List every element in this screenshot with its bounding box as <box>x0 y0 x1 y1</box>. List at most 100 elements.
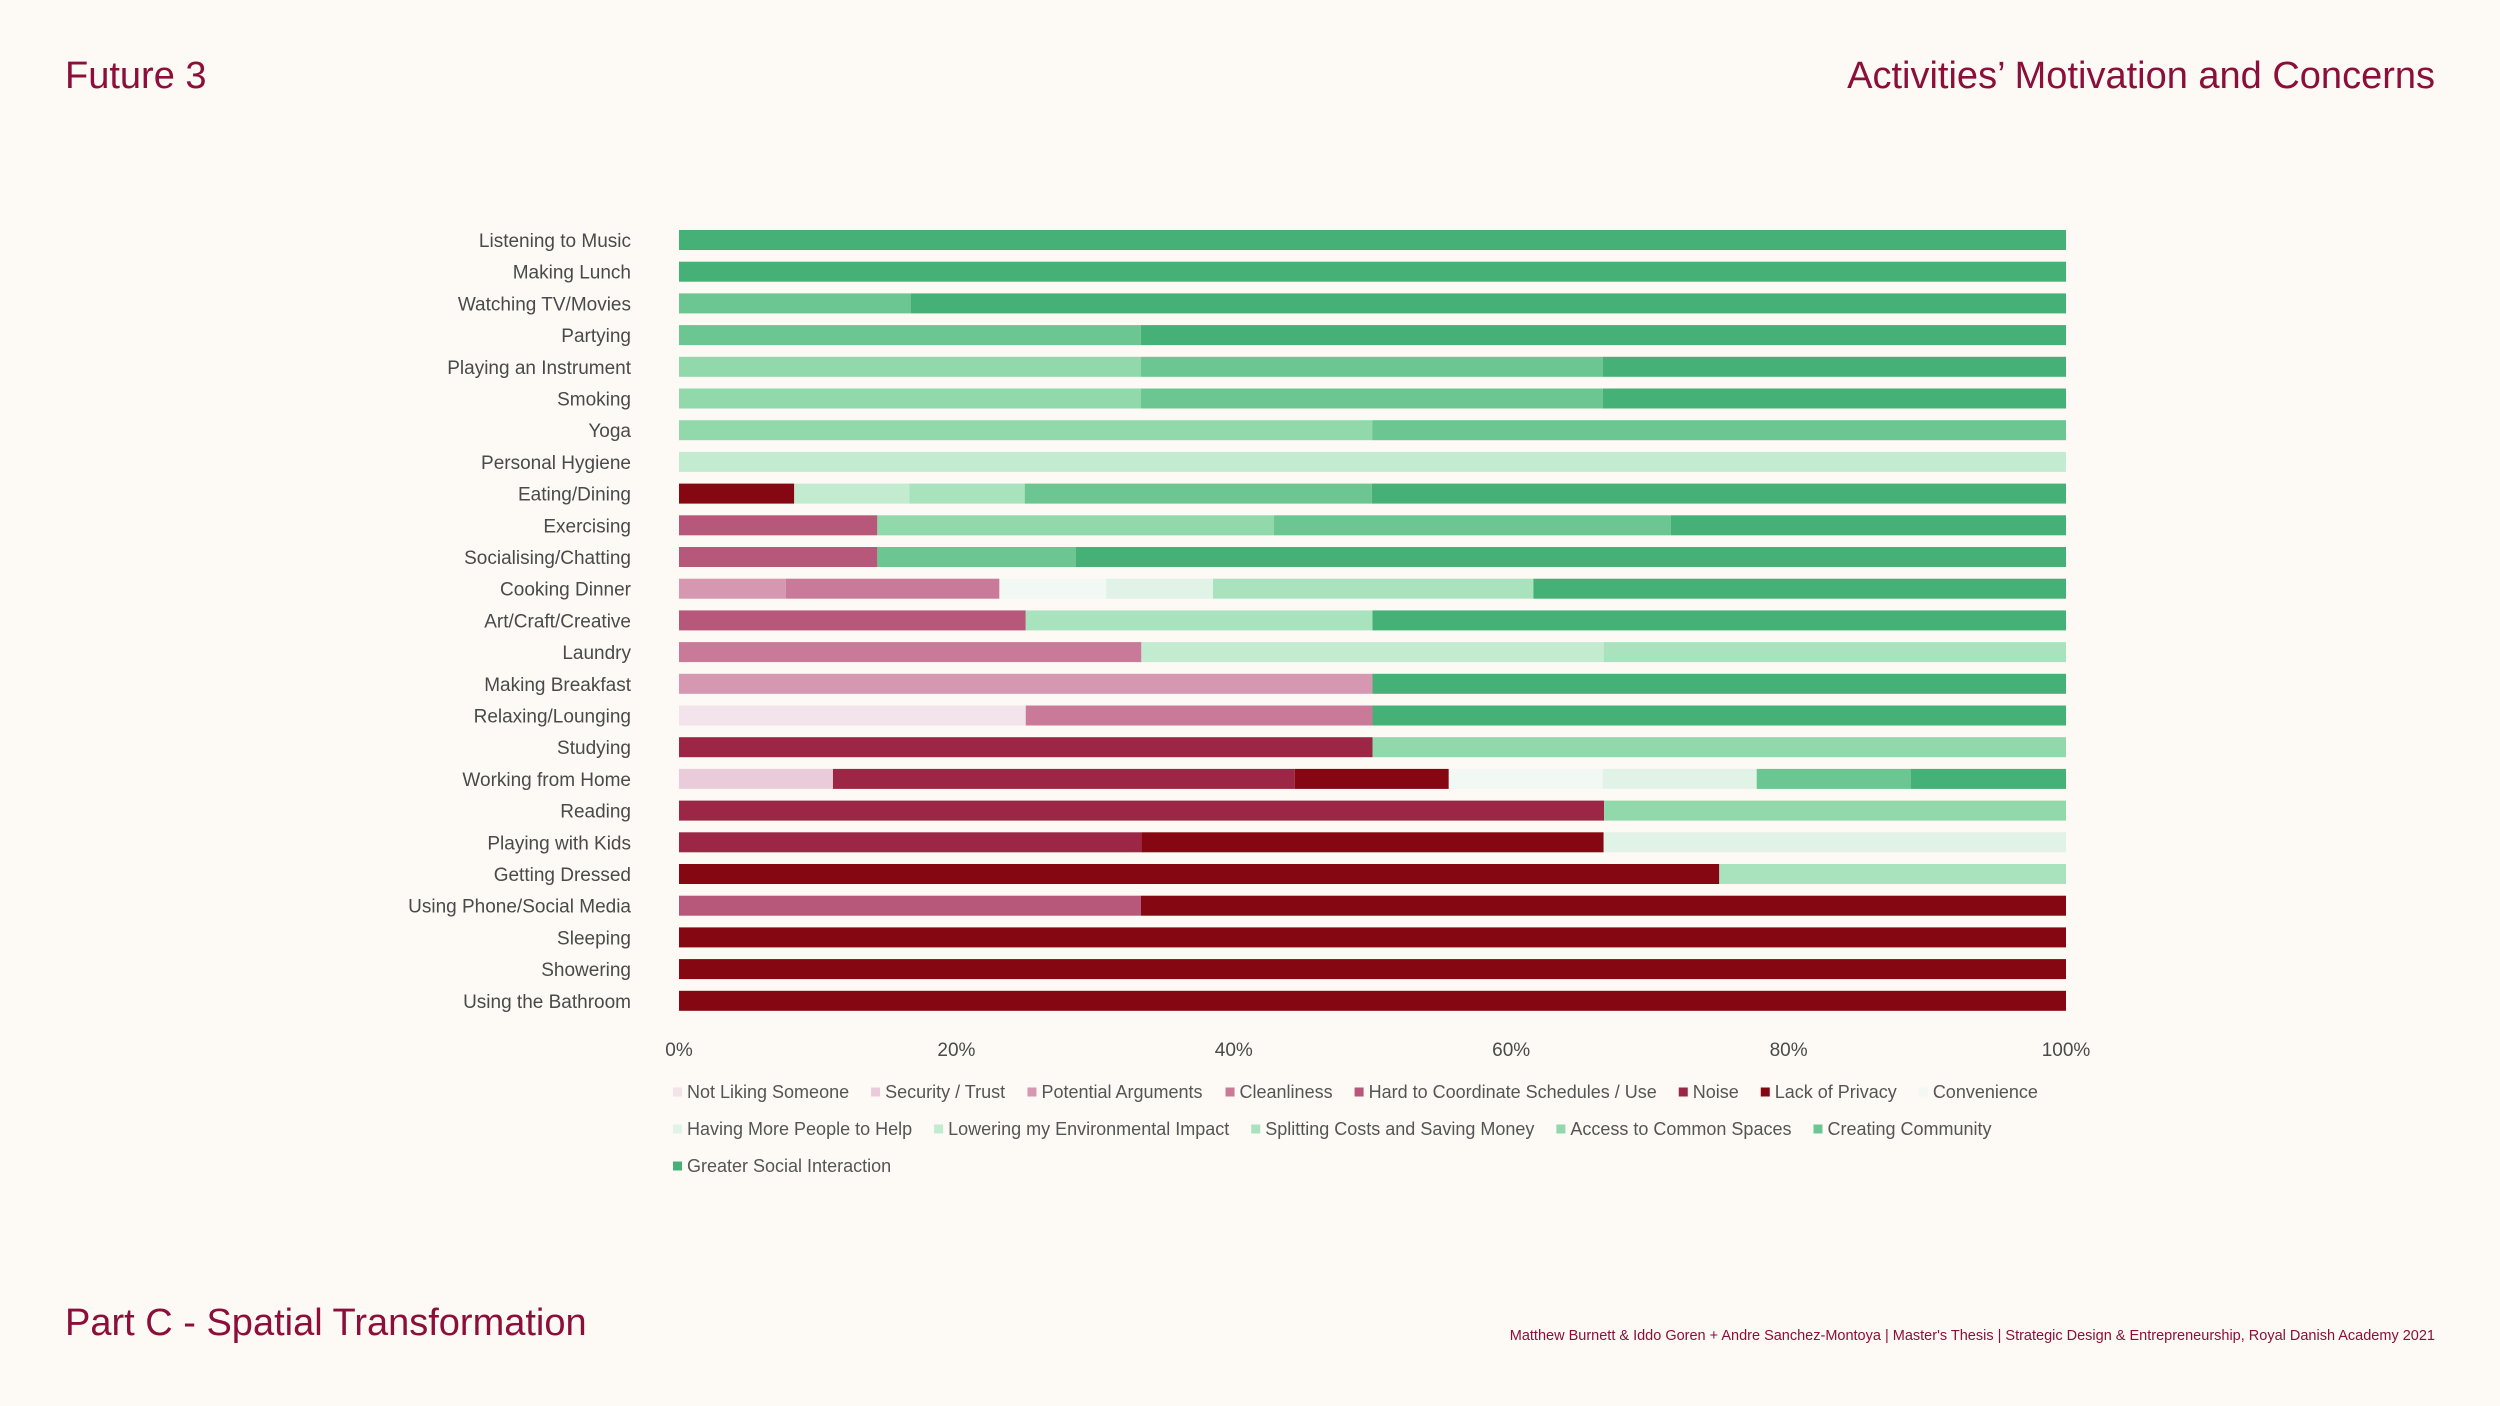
legend-label: Cleanliness <box>1240 1082 1333 1102</box>
category-label: Yoga <box>588 421 631 442</box>
bar-segment-smoking-access-to-common-spaces <box>679 388 1141 409</box>
bar-segment-art-craft-creative-hard-to-coordinate-schedules-use <box>679 610 1026 631</box>
legend-swatch <box>1918 1087 1928 1097</box>
legend-label: Lowering my Environmental Impact <box>948 1119 1229 1139</box>
legend-swatch <box>871 1087 881 1097</box>
bar-segment-laundry-cleanliness <box>679 642 1142 663</box>
bar-segment-cooking-dinner-convenience <box>999 578 1107 599</box>
legend-swatch <box>1760 1087 1770 1097</box>
bar-segment-listening-to-music-greater-social-interaction <box>679 230 2066 250</box>
legend-swatch <box>1027 1087 1037 1097</box>
bar-segment-working-from-home-lack-of-privacy <box>1294 768 1449 789</box>
bar-segment-working-from-home-noise <box>832 768 1295 789</box>
bar-segment-using-the-bathroom-lack-of-privacy <box>679 990 2066 1011</box>
bar-segment-watching-tv-movies-greater-social-interaction <box>910 293 2066 314</box>
legend-label: Security / Trust <box>885 1082 1005 1102</box>
legend-swatch <box>1556 1124 1566 1134</box>
page-title: Activities’ Motivation and Concerns <box>1847 55 2435 97</box>
category-label: Showering <box>541 960 631 981</box>
bar-segment-art-craft-creative-greater-social-interaction <box>1372 610 2066 631</box>
bar-segment-eating-dining-lack-of-privacy <box>679 483 795 504</box>
bar-segment-showering-lack-of-privacy <box>679 959 2066 980</box>
legend-item-lack-of-privacy: Lack of Privacy <box>1760 1082 1897 1102</box>
legend-item-cleanliness: Cleanliness <box>1225 1082 1333 1102</box>
bar-segment-yoga-access-to-common-spaces <box>679 420 1373 441</box>
legend-item-noise: Noise <box>1678 1082 1739 1102</box>
bar-segment-playing-an-instrument-creating-community <box>1140 356 1603 377</box>
category-label: Exercising <box>543 516 631 537</box>
x-tick-label: 20% <box>937 1040 975 1061</box>
category-label: Reading <box>560 802 631 823</box>
legend-item-having-more-people-to-help: Having More People to Help <box>673 1119 912 1139</box>
bar-segment-studying-access-to-common-spaces <box>1372 737 2066 758</box>
x-tick-label: 80% <box>1770 1040 1808 1061</box>
bar-segment-playing-with-kids-noise <box>679 832 1142 853</box>
part-title: Part C - Spatial Transformation <box>65 1302 587 1344</box>
category-label: Listening to Music <box>479 231 631 252</box>
bar-segment-relaxing-lounging-greater-social-interaction <box>1372 705 2066 726</box>
bar-segment-eating-dining-lowering-my-environmental-impact <box>794 483 910 504</box>
legend-swatch <box>1251 1124 1261 1134</box>
legend-item-creating-community: Creating Community <box>1813 1119 1992 1139</box>
bar-segment-relaxing-lounging-cleanliness <box>1025 705 1373 726</box>
bar-segment-working-from-home-convenience <box>1448 768 1603 789</box>
bar-segment-socialising-chatting-hard-to-coordinate-schedules-use <box>679 547 878 567</box>
category-label: Laundry <box>562 643 631 664</box>
bar-segment-laundry-splitting-costs-and-saving-money <box>1603 642 2066 663</box>
category-label: Art/Craft/Creative <box>484 611 631 632</box>
legend-swatch <box>1225 1087 1235 1097</box>
category-label: Making Breakfast <box>484 675 632 696</box>
category-label: Using Phone/Social Media <box>408 897 631 918</box>
legend-label: Splitting Costs and Saving Money <box>1265 1119 1534 1139</box>
category-label: Socialising/Chatting <box>464 548 631 569</box>
bar-segment-eating-dining-creating-community <box>1024 483 1372 504</box>
chart-legend: Not Liking Someone Security / Trust Potent… <box>673 1082 2038 1176</box>
legend-item-convenience: Convenience <box>1918 1082 2038 1102</box>
bar-segment-yoga-creating-community <box>1372 420 2066 441</box>
x-tick-label: 100% <box>2042 1040 2091 1061</box>
category-axis-labels: Listening to Music Making Lunch Watching T… <box>408 231 632 1013</box>
bar-segment-laundry-lowering-my-environmental-impact <box>1141 642 1604 663</box>
legend-label: Hard to Coordinate Schedules / Use <box>1369 1082 1657 1102</box>
legend-swatch <box>673 1124 682 1134</box>
chart-bars <box>679 230 2066 1011</box>
legend-label: Noise <box>1693 1082 1739 1102</box>
bar-segment-partying-greater-social-interaction <box>1140 325 2066 346</box>
legend-label: Creating Community <box>1827 1119 1991 1139</box>
legend-swatch <box>1678 1087 1688 1097</box>
bar-segment-playing-with-kids-having-more-people-to-help <box>1603 832 2066 853</box>
bar-segment-smoking-greater-social-interaction <box>1602 388 2066 409</box>
bar-segment-studying-noise <box>679 737 1373 758</box>
category-label: Playing with Kids <box>487 833 631 854</box>
category-label: Working from Home <box>462 770 631 791</box>
bar-segment-making-breakfast-greater-social-interaction <box>1372 673 2066 694</box>
legend-swatch <box>673 1087 682 1097</box>
bar-segment-cooking-dinner-having-more-people-to-help <box>1106 578 1213 599</box>
legend-label: Not Liking Someone <box>687 1082 849 1102</box>
category-label: Smoking <box>557 390 631 411</box>
legend-item-not-liking-someone: Not Liking Someone <box>673 1082 849 1102</box>
legend-item-potential-arguments: Potential Arguments <box>1027 1082 1203 1102</box>
bar-segment-relaxing-lounging-not-liking-someone <box>679 705 1026 726</box>
category-label: Partying <box>561 326 631 347</box>
legend-label: Access to Common Spaces <box>1570 1119 1791 1139</box>
legend-item-lowering-my-environmental-impact: Lowering my Environmental Impact <box>934 1119 1229 1139</box>
category-label: Relaxing/Lounging <box>474 707 631 728</box>
legend-swatch <box>1354 1087 1364 1097</box>
legend-item-hard-to-coordinate-schedules-use: Hard to Coordinate Schedules / Use <box>1354 1082 1657 1102</box>
bar-segment-making-breakfast-potential-arguments <box>679 673 1373 694</box>
bar-segment-working-from-home-security-trust <box>679 768 833 789</box>
bar-segment-reading-noise <box>679 800 1605 821</box>
bar-segment-exercising-access-to-common-spaces <box>877 515 1275 536</box>
bar-segment-working-from-home-greater-social-interaction <box>1910 768 2066 789</box>
bar-segment-eating-dining-greater-social-interaction <box>1371 483 2066 504</box>
bar-segment-exercising-hard-to-coordinate-schedules-use <box>679 515 878 536</box>
category-label: Cooking Dinner <box>500 580 632 601</box>
legend-swatch <box>673 1161 682 1171</box>
page-section-title: Future 3 <box>65 55 207 97</box>
category-label: Eating/Dining <box>518 485 631 506</box>
bar-segment-cooking-dinner-greater-social-interaction <box>1533 578 2066 599</box>
x-tick-label: 0% <box>665 1040 693 1061</box>
x-tick-label: 60% <box>1492 1040 1530 1061</box>
bar-segment-making-lunch-greater-social-interaction <box>679 261 2066 282</box>
